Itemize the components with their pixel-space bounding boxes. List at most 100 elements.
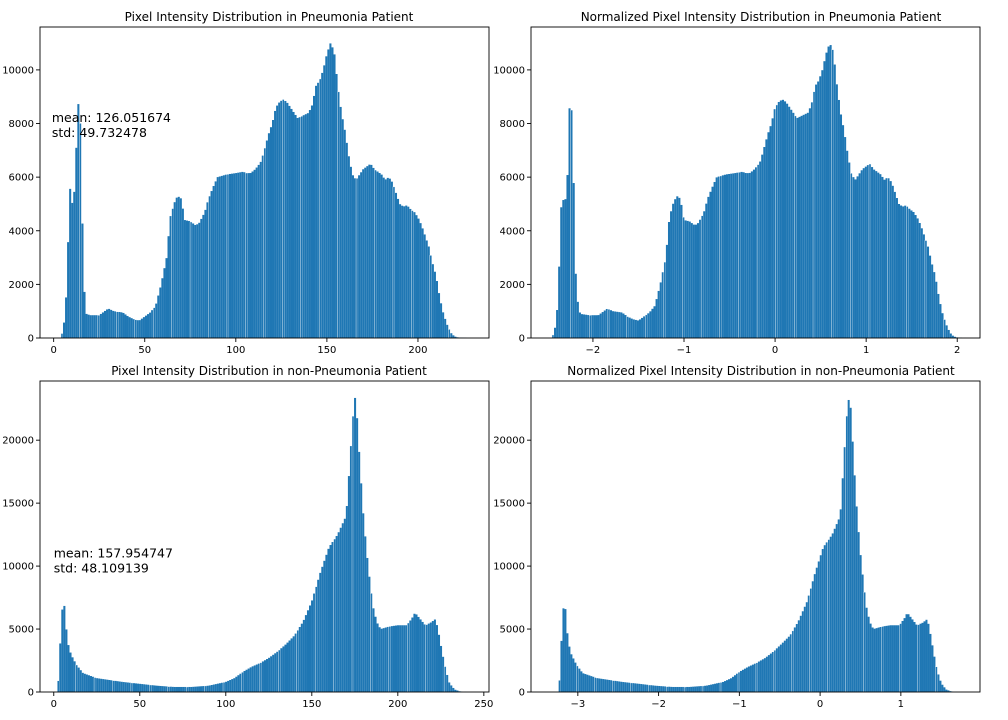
histogram-bar: [222, 175, 225, 338]
histogram-bar: [233, 173, 236, 338]
histogram-bar: [699, 219, 702, 338]
histogram-bar: [931, 264, 934, 338]
histogram-bar: [137, 683, 140, 692]
histogram-bar: [399, 204, 402, 338]
histogram-bar: [454, 689, 457, 692]
histogram-bar: [134, 319, 137, 339]
histogram-bar: [827, 46, 830, 338]
stats-line: std: 49.732478: [52, 125, 147, 140]
histogram-bar: [618, 312, 621, 338]
histogram-bar: [678, 686, 681, 692]
histogram-bar: [337, 532, 340, 692]
histogram-bar: [188, 686, 191, 692]
histogram-bar: [161, 278, 164, 338]
histogram-bar: [386, 177, 389, 338]
histogram-bar: [939, 304, 942, 338]
histogram-bar: [848, 162, 851, 338]
histogram-bar: [216, 683, 219, 692]
histogram-bar: [351, 415, 355, 693]
histogram-bar: [700, 686, 703, 692]
histogram-bar: [873, 169, 876, 338]
histogram-bar: [331, 47, 334, 339]
histogram-bar: [596, 678, 599, 692]
histogram-bar: [692, 224, 695, 338]
histogram-bar: [343, 129, 346, 338]
histogram-bar: [448, 329, 451, 339]
histogram-bar: [310, 105, 313, 338]
histogram-bar: [680, 204, 683, 338]
histogram-bar: [562, 608, 565, 692]
histogram-bar: [945, 689, 948, 692]
histogram-bar: [315, 85, 318, 338]
histogram-bar: [308, 110, 311, 338]
histogram-bar: [397, 625, 400, 692]
histogram-bar: [927, 623, 930, 692]
plot-frame: [530, 26, 981, 339]
histogram-bar: [313, 95, 316, 338]
histogram-bar: [860, 170, 863, 338]
histogram-bar: [704, 685, 707, 692]
histogram-bar: [861, 574, 864, 692]
histogram-bar: [899, 623, 902, 693]
histogram-bar: [245, 172, 248, 339]
histogram-bar: [329, 43, 332, 339]
histogram-bar: [578, 312, 581, 338]
histogram-bar: [347, 156, 350, 338]
histogram-bar: [159, 287, 162, 338]
histogram-bar: [114, 680, 117, 692]
histogram-bar: [773, 109, 776, 338]
histogram-bar: [556, 310, 559, 338]
histogram-bar: [212, 186, 215, 338]
histogram-bar: [272, 120, 275, 338]
histogram-bar: [272, 654, 275, 692]
histogram-bar: [736, 172, 739, 338]
histogram-bar: [831, 533, 834, 692]
histogram-bar: [781, 642, 784, 692]
histogram-pneumonia-normalized: Normalized Pixel Intensity Distribution …: [493, 10, 981, 356]
histogram-bar: [157, 295, 160, 338]
histogram-bar: [290, 108, 293, 338]
histogram-bar: [368, 164, 371, 338]
histogram-bar: [296, 117, 299, 339]
histogram-bar: [902, 206, 905, 338]
histogram-bar: [319, 572, 322, 692]
histogram-bar: [708, 685, 711, 692]
histogram-bar: [251, 666, 254, 692]
histogram-bar: [867, 616, 870, 692]
histogram-bar: [893, 625, 896, 692]
histogram-bar: [568, 108, 571, 338]
histogram-bar: [771, 118, 774, 338]
histogram-bar: [292, 636, 295, 692]
histogram-bar: [89, 315, 92, 338]
histogram-bar: [744, 173, 747, 338]
histogram-bar: [829, 536, 832, 692]
histogram-bar: [167, 236, 170, 338]
histogram-bar: [257, 663, 260, 692]
histogram-bar: [302, 115, 305, 338]
histogram-bar: [122, 682, 125, 692]
histogram-bar: [735, 673, 738, 692]
histogram-bar: [124, 314, 127, 338]
histogram-bar: [161, 686, 164, 692]
histogram-bar: [683, 686, 687, 693]
histogram-bar: [730, 173, 733, 338]
histogram-bar: [558, 680, 561, 693]
histogram-bar: [69, 652, 72, 692]
histogram-bar: [401, 625, 404, 692]
histogram-bar: [235, 676, 238, 692]
histogram-bar: [690, 223, 693, 338]
histogram-bar: [194, 224, 197, 338]
histogram-bar: [584, 674, 587, 692]
y-tick-label: 8000: [9, 119, 34, 130]
y-tick-label: 0: [28, 688, 34, 699]
histogram-bar: [700, 215, 704, 339]
histogram-bar: [450, 685, 453, 692]
histogram-bar: [403, 206, 406, 338]
histogram-bar: [157, 685, 160, 692]
histogram-bar: [67, 242, 70, 338]
histogram-bar: [572, 658, 575, 692]
y-tick-label: 4000: [500, 226, 525, 237]
histogram-bar: [907, 614, 910, 692]
histogram-bar: [630, 682, 633, 693]
histogram-bar: [415, 215, 418, 338]
